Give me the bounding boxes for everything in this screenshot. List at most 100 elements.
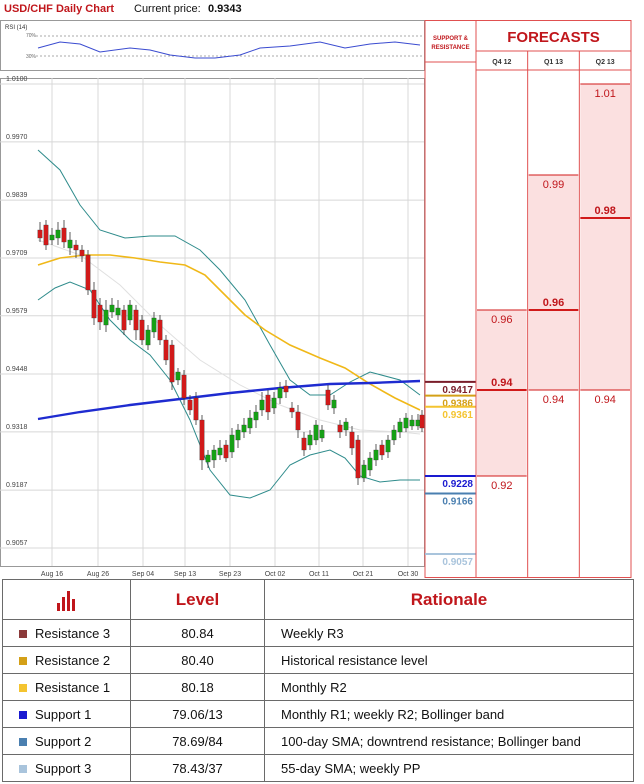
x-tick-label: Oct 21 <box>353 571 374 578</box>
candle-body <box>355 439 361 479</box>
table-row: Resistance 3 80.84 Weekly R3 <box>2 619 634 647</box>
candle-body <box>85 254 91 291</box>
candle-body <box>175 371 181 381</box>
level-name: Support 1 <box>35 706 92 722</box>
rationale-cell: Historical resistance level <box>264 646 634 674</box>
candle-body <box>419 414 425 429</box>
level-value-cell: 80.40 <box>130 646 265 674</box>
x-tick-label: Oct 02 <box>265 571 286 578</box>
level-name-cell: Support 1 <box>2 700 131 728</box>
y-tick-label: 0.9318 <box>6 424 28 431</box>
candle-body <box>43 224 49 246</box>
candle-body <box>289 407 295 413</box>
candle-body <box>409 419 415 427</box>
table-row: Support 3 78.43/37 55-day SMA; weekly PP <box>2 754 634 782</box>
chart-header: USD/CHF Daily Chart Current price: 0.934… <box>0 0 424 20</box>
forecast-range-band <box>528 175 579 390</box>
bar-chart-icon <box>55 589 79 611</box>
sr-level-label: 0.9228 <box>442 479 473 490</box>
y-tick-label: 0.9187 <box>6 482 28 489</box>
level-color-swatch <box>19 738 27 747</box>
y-tick-label: 0.9057 <box>6 540 28 547</box>
sr-level-label: 0.9386 <box>442 399 473 410</box>
level-header: Level <box>130 579 265 620</box>
level-name: Resistance 3 <box>35 625 111 641</box>
forecasts-title: FORECASTS <box>507 29 600 46</box>
candle-body <box>121 309 127 331</box>
price-frame <box>0 78 425 567</box>
candle-body <box>169 344 175 383</box>
candle-body <box>133 309 139 331</box>
candle-body <box>217 447 223 456</box>
x-tick-label: Oct 11 <box>309 571 329 578</box>
sr-header: SUPPORT & RESISTANCE <box>431 36 469 51</box>
candle-body <box>235 429 241 441</box>
candle-body <box>187 399 193 411</box>
x-tick-label: Sep 23 <box>219 571 241 578</box>
candle-body <box>229 434 235 453</box>
level-value-cell: 80.18 <box>130 673 265 701</box>
x-tick-label: Aug 26 <box>87 571 109 578</box>
table-row: Support 2 78.69/84 100-day SMA; downtrend … <box>2 727 634 755</box>
chart-title: USD/CHF Daily Chart <box>4 3 115 15</box>
rationale-cell: Monthly R1; weekly R2; Bollinger band <box>264 700 634 728</box>
chart-axes: 1.0100 0.9970 0.9839 0.9709 0.9579 0.9448 0.93… <box>6 76 418 578</box>
forecast-level-label: 0.94 <box>594 394 615 406</box>
sma55-line <box>37 254 421 411</box>
sr-level-label: 0.9166 <box>442 497 473 508</box>
candle-body <box>283 385 289 393</box>
sr-header-line: RESISTANCE <box>431 45 469 51</box>
rsi-frame <box>0 20 425 71</box>
level-value-cell: 78.43/37 <box>130 754 265 782</box>
candlesticks <box>37 220 425 485</box>
candle-body <box>415 419 421 427</box>
candle-body <box>247 417 253 429</box>
table-header-row: Level Rationale <box>2 579 634 620</box>
level-name-cell: Support 3 <box>2 754 131 782</box>
level-value-cell: 80.84 <box>130 619 265 647</box>
level-value-cell: 79.06/13 <box>130 700 265 728</box>
candle-body <box>379 444 385 456</box>
candle-body <box>145 329 151 346</box>
x-tick-label: Aug 16 <box>41 571 63 578</box>
candle-body <box>103 309 109 326</box>
candle-body <box>253 411 259 421</box>
level-name-cell: Resistance 3 <box>2 619 131 647</box>
candle-body <box>211 449 217 461</box>
level-color-swatch <box>19 765 27 774</box>
candle-body <box>337 424 343 433</box>
candle-body <box>193 397 199 421</box>
table-row: Support 1 79.06/13 Monthly R1; weekly R2; … <box>2 700 634 728</box>
forecast-level-label: 0.94 <box>543 394 564 406</box>
level-name: Support 3 <box>35 760 92 776</box>
candle-body <box>271 397 277 409</box>
candle-body <box>163 339 169 361</box>
y-tick-label: 0.9448 <box>6 366 28 373</box>
candle-body <box>115 307 121 316</box>
y-tick-label: 0.9709 <box>6 250 28 257</box>
sma100-line <box>37 379 421 421</box>
rsi-label: RSI (14) <box>5 25 27 31</box>
candle-body <box>343 421 349 431</box>
level-value-cell: 78.69/84 <box>130 727 265 755</box>
forecast-level-label: 0.98 <box>594 205 615 217</box>
forecast-level-label: 1.01 <box>594 88 615 100</box>
candle-body <box>325 389 331 406</box>
y-tick-label: 1.0100 <box>6 76 28 83</box>
rsi-panel: RSI (14) 70% 30% <box>0 20 425 71</box>
candle-body <box>67 239 73 249</box>
sr-level-label: 0.9057 <box>442 557 473 568</box>
sr-level-label: 0.9417 <box>442 385 473 396</box>
level-name: Support 2 <box>35 733 92 749</box>
candle-body <box>37 229 43 239</box>
candle-body <box>295 411 301 431</box>
level-name-cell: Resistance 1 <box>2 673 131 701</box>
candle-body <box>157 319 163 341</box>
forecast-level-label: 0.94 <box>491 377 513 389</box>
candle-body <box>223 444 229 459</box>
chart-grid <box>0 78 425 567</box>
rationale-header: Rationale <box>264 579 634 620</box>
levels-table: Level Rationale Resistance 3 80.84 Weekly … <box>2 579 634 782</box>
sr-column-frame <box>424 20 477 578</box>
